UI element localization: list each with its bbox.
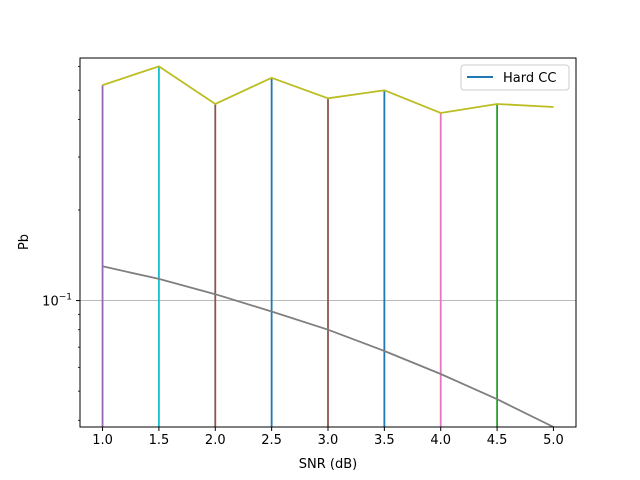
x-tick-label: 3.0: [318, 433, 339, 448]
legend: Hard CC: [460, 64, 570, 91]
curves-layer: [102, 65, 554, 428]
x-tick-label: 2.5: [261, 433, 282, 448]
vertical-lines-layer: [101, 66, 498, 427]
legend-label: Hard CC: [503, 71, 556, 86]
series-line: [102, 65, 554, 114]
series-line: [102, 265, 554, 428]
x-tick-label: 4.5: [487, 433, 508, 448]
y-axis-label: Pb: [17, 234, 32, 250]
y-tick-label: 10−1: [42, 293, 72, 310]
x-tick-label: 4.0: [430, 433, 451, 448]
x-tick-label: 5.0: [543, 433, 564, 448]
x-tick-label: 1.5: [149, 433, 170, 448]
x-axis-ticks: 1.0 1.5 2.0 2.5 3.0 3.5 4.0 4.5 5.0: [92, 427, 564, 448]
x-axis-label: SNR (dB): [299, 457, 357, 472]
y-axis-ticks: 10−1: [42, 66, 80, 421]
x-tick-label: 2.0: [205, 433, 226, 448]
x-tick-label: 3.5: [374, 433, 395, 448]
legend-box: [460, 64, 570, 91]
x-tick-label: 1.0: [92, 433, 113, 448]
